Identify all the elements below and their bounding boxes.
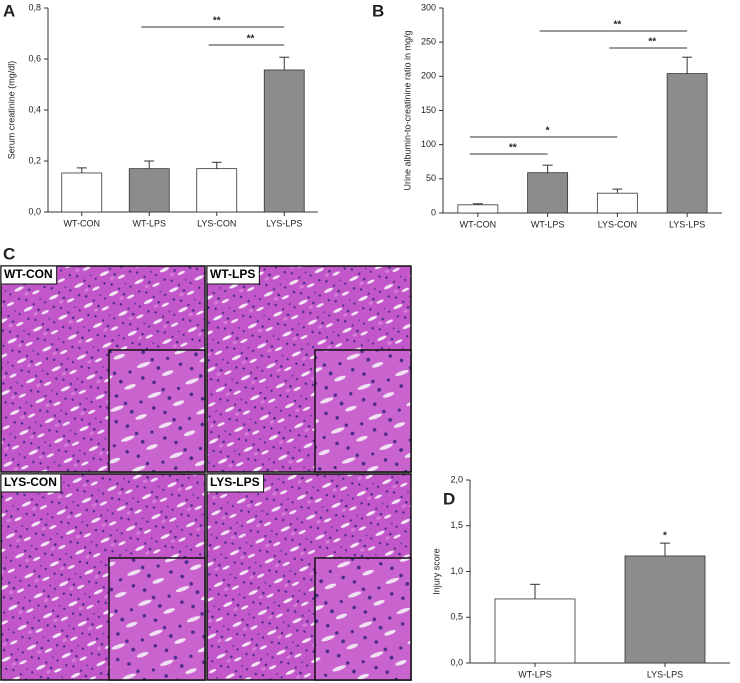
significance-label: ** [213,16,221,27]
x-tick-label: LYS-LPS [669,219,705,229]
panel-letter: A [3,1,15,20]
image-label-box [0,473,62,493]
histology-inset [108,349,206,473]
y-axis-label: Injury score [431,548,441,595]
x-tick-label: WT-CON [460,219,497,229]
histology-inset [314,557,412,681]
significance-label: ** [613,20,621,31]
x-tick-label: WT-LPS [132,218,166,228]
y-tick-label: 250 [421,37,436,47]
x-tick-label: WT-LPS [518,669,552,679]
x-tick-label: LYS-LPS [266,218,302,228]
y-tick-label: 1,5 [450,520,463,530]
y-tick-label: 0,0 [28,206,41,216]
y-tick-label: 100 [421,139,436,149]
y-tick-label: 150 [421,105,436,115]
significance-label: ** [247,34,255,45]
y-tick-label: 2,0 [450,474,463,484]
y-tick-label: 0,0 [450,657,463,667]
significance-label: * [663,531,667,542]
x-tick-label: WT-LPS [531,219,565,229]
significance-label: ** [648,37,656,48]
bar [263,69,305,213]
histology-inset [108,557,206,681]
x-tick-label: WT-CON [64,218,101,228]
x-tick-label: LYS-CON [598,219,637,229]
significance-label: * [546,126,550,137]
significance-label: ** [509,143,517,154]
bar [61,172,103,213]
y-tick-label: 200 [421,71,436,81]
y-tick-label: 0,6 [28,53,41,63]
y-tick-label: 300 [421,2,436,12]
y-axis-label: Serum creatinine (mg/dl) [6,61,16,160]
y-tick-label: 0,5 [450,612,463,622]
y-tick-label: 0,4 [28,104,41,114]
x-tick-label: LYS-CON [197,218,236,228]
panel-letter: B [372,1,384,20]
histology-inset [314,349,412,473]
image-label: LYS-CON [4,475,57,489]
bar [457,204,499,214]
bar [666,73,708,214]
bar [196,168,238,213]
image-label-box [206,265,260,285]
bar [128,168,170,213]
bar [527,172,569,214]
y-axis-label: Urine albumin-to-creatinine ratio in mg/… [402,30,412,190]
panel-letter: C [3,244,15,263]
bar [624,555,706,664]
image-label: WT-LPS [210,267,255,281]
y-tick-label: 50 [426,173,436,183]
bar [596,192,638,214]
image-label-box [0,265,58,285]
image-label: LYS-LPS [210,475,260,489]
bar [494,598,576,664]
y-tick-label: 0 [431,207,436,217]
panel-letter: D [443,489,455,508]
image-label-box [206,473,265,493]
y-tick-label: 0,2 [28,155,41,165]
x-tick-label: LYS-LPS [647,669,683,679]
y-tick-label: 1,0 [450,566,463,576]
y-tick-label: 0,8 [28,2,41,12]
image-label: WT-CON [4,267,53,281]
